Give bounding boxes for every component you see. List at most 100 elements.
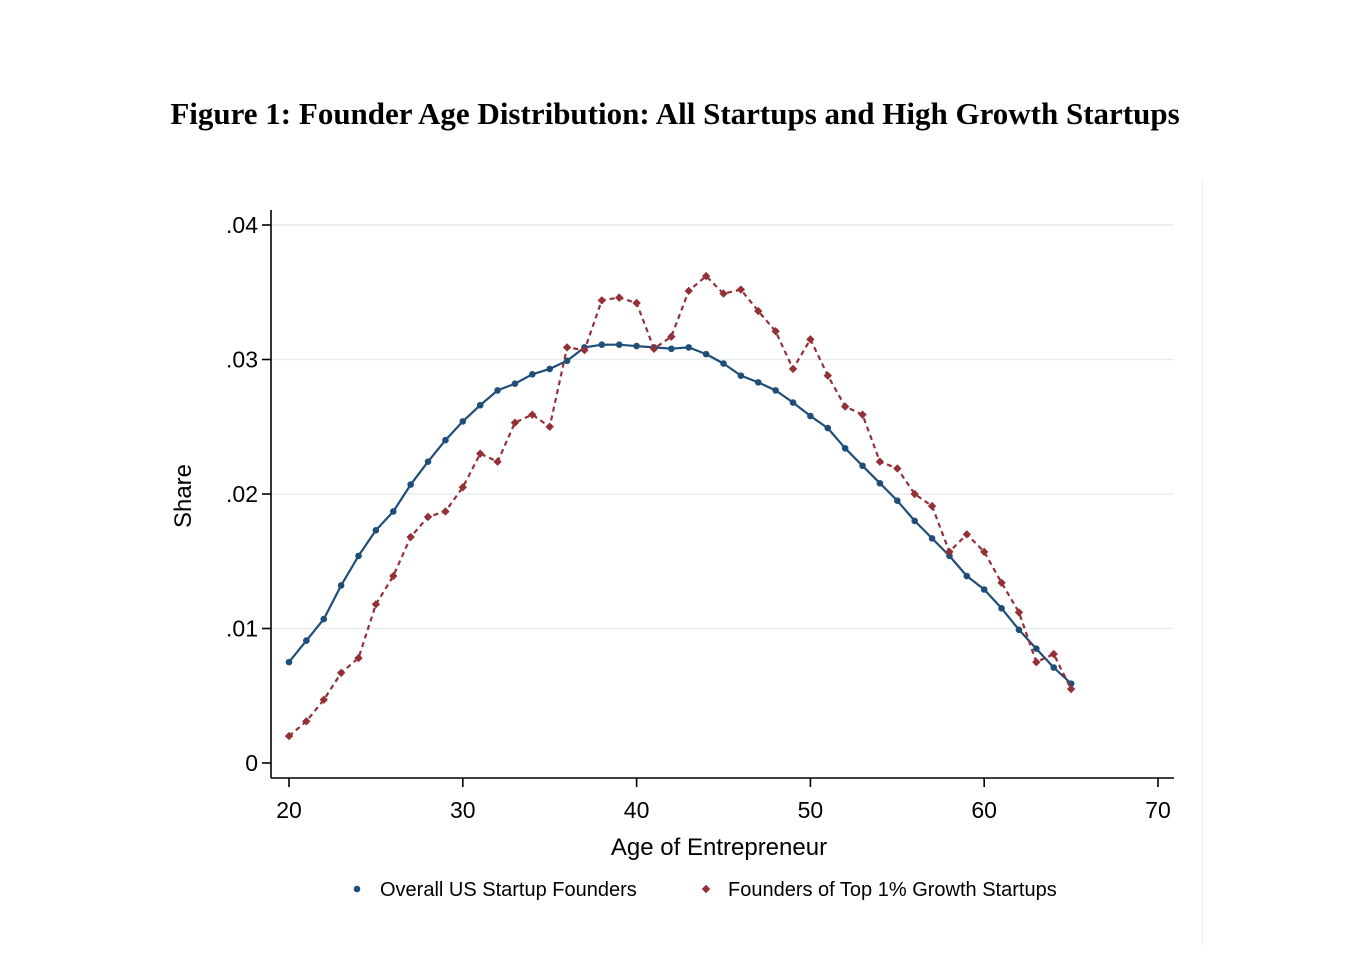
series-1-point	[911, 517, 918, 525]
series-2-point	[1049, 649, 1058, 659]
series-2-point	[441, 507, 450, 516]
series-1-point	[702, 350, 710, 358]
x-tick-label: 50	[798, 797, 824, 823]
series-layer	[284, 271, 1076, 741]
series-1-point	[720, 360, 727, 367]
series-2-point	[302, 717, 311, 726]
series-2-point	[597, 296, 607, 305]
series-1-point	[529, 370, 536, 378]
series-1-point	[1015, 626, 1023, 634]
series-2-point	[615, 293, 624, 302]
series-2-point	[528, 410, 537, 419]
series-2-point	[719, 289, 728, 298]
series-2-point	[684, 286, 693, 296]
series-2-point	[632, 298, 641, 308]
series-1-point	[389, 508, 397, 515]
series-1-point	[772, 387, 779, 394]
series-2-point	[667, 332, 676, 341]
gridlines	[271, 224, 1174, 630]
series-1-point	[459, 418, 467, 425]
x-tick-label: 40	[624, 797, 650, 823]
y-tick-label: .01	[226, 616, 258, 642]
series-2-point	[997, 578, 1006, 587]
series-2-point	[354, 653, 363, 663]
series-1-point	[685, 344, 693, 351]
series-2-point	[788, 364, 798, 374]
legend-label-2: Founders of Top 1% Growth Startups	[728, 879, 1057, 901]
series-1-point	[546, 365, 553, 373]
series-2-point	[927, 501, 937, 511]
series-1-point	[494, 387, 501, 394]
series-2-point	[475, 449, 485, 458]
x-tick-label: 30	[450, 797, 476, 823]
y-tick-label: .04	[226, 212, 258, 238]
series-2-point	[980, 547, 989, 557]
series-1-point	[511, 380, 519, 388]
series-1-point	[442, 436, 449, 444]
legend-marker-1	[353, 885, 361, 893]
series-1-point	[424, 458, 432, 466]
series-1-point	[285, 658, 293, 666]
axes: 0 .01 .02 .03 .04 20 30 40 50 60 70	[226, 210, 1174, 823]
series-2-point	[1032, 657, 1041, 667]
series-1-point	[998, 605, 1005, 612]
right-border-line	[1202, 180, 1203, 946]
series-2-point	[423, 512, 433, 522]
figure-title: Figure 1: Founder Age Distribution: All …	[170, 96, 1180, 131]
series-1-point	[980, 586, 988, 593]
y-tick-label: 0	[245, 750, 258, 776]
series-2-point	[858, 410, 867, 419]
series-1-point	[407, 481, 414, 488]
series-2-point	[1014, 608, 1024, 617]
series-1-point	[807, 412, 814, 420]
series-2-point	[840, 402, 850, 411]
series-2-point	[823, 371, 832, 380]
series-2-point	[771, 327, 780, 336]
series-1-point	[876, 479, 884, 487]
series-1-point	[303, 637, 310, 644]
x-tick-label: 20	[276, 797, 302, 823]
series-1-point	[894, 497, 901, 505]
series-1-point	[633, 342, 640, 350]
series-1-point	[337, 582, 345, 589]
x-tick-label: 70	[1145, 797, 1171, 823]
series-1-point	[928, 535, 936, 542]
series-1-point	[1033, 645, 1040, 652]
series-2-point	[493, 457, 502, 466]
y-tick-label: .03	[226, 347, 258, 373]
series-1-point	[737, 372, 745, 379]
series-1-point	[598, 341, 606, 349]
series-2-point	[458, 483, 467, 492]
series-2-point	[319, 695, 328, 704]
series-2-point	[406, 532, 415, 542]
series-2-point	[580, 345, 589, 355]
series-2-point	[649, 344, 659, 353]
series-2-point	[284, 731, 294, 741]
series-2-point	[336, 668, 346, 678]
y-axis-title: Share	[170, 464, 197, 528]
series-1-point	[563, 357, 571, 365]
series-line-1	[288, 343, 1072, 685]
legend-label-1: Overall US Startup Founders	[380, 879, 637, 901]
series-1-point	[963, 572, 971, 580]
series-1-point	[1050, 664, 1058, 671]
series-2-point	[754, 306, 763, 316]
series-1-point	[372, 527, 380, 534]
series-2-point	[945, 547, 954, 557]
series-1-point	[615, 341, 623, 349]
series-2-point	[875, 457, 885, 466]
series-2-point	[736, 285, 746, 294]
series-1-point	[320, 615, 328, 623]
series-1-point	[754, 379, 762, 386]
series-2-point	[389, 571, 398, 581]
series-1-point	[859, 462, 866, 470]
series-1-point	[476, 401, 484, 409]
series-line-2	[288, 275, 1073, 737]
series-1-point	[355, 552, 362, 560]
series-2-point	[701, 271, 711, 281]
y-tick-label: .02	[226, 481, 258, 507]
series-2-point	[510, 418, 520, 427]
series-2-point	[545, 422, 554, 431]
x-axis-title: Age of Entrepreneur	[611, 834, 827, 861]
